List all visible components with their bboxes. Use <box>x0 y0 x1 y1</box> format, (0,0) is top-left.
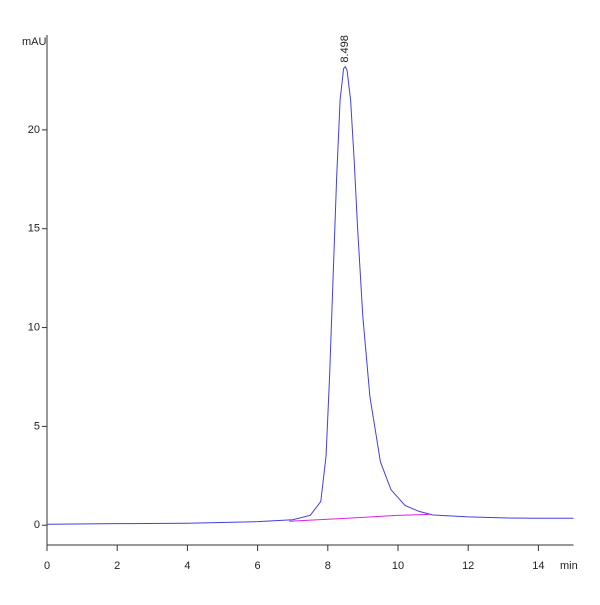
x-tick-label: 14 <box>532 560 544 572</box>
y-tick-label: 15 <box>28 223 40 235</box>
x-tick-label: 4 <box>184 560 190 572</box>
trace <box>46 65 574 525</box>
trace <box>289 513 430 522</box>
y-axis-label: mAU <box>22 36 47 48</box>
y-tick-label: 10 <box>28 321 40 333</box>
x-tick-label: 12 <box>462 560 474 572</box>
x-tick-label: 8 <box>325 560 331 572</box>
y-tick-label: 20 <box>28 124 40 136</box>
y-tick-label: 0 <box>34 519 40 531</box>
x-tick-label: 6 <box>255 560 261 572</box>
x-tick-label: 10 <box>392 560 404 572</box>
x-tick-label: 0 <box>44 560 50 572</box>
x-tick-label: 2 <box>114 560 120 572</box>
x-axis-label: min <box>560 560 578 572</box>
peak-label: 8.498 <box>339 35 351 63</box>
y-tick-label: 5 <box>34 420 40 432</box>
